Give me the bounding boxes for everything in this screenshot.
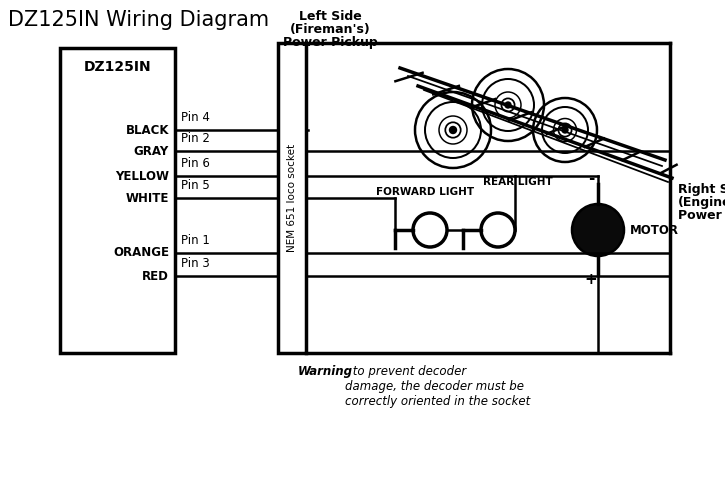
Text: Right S: Right S <box>678 183 725 196</box>
Text: Power |: Power | <box>678 209 725 222</box>
Text: Pin 1: Pin 1 <box>181 234 210 247</box>
Circle shape <box>450 126 457 133</box>
Text: ORANGE: ORANGE <box>113 247 169 259</box>
Text: Pin 2: Pin 2 <box>181 132 210 145</box>
Text: REAR LIGHT: REAR LIGHT <box>483 177 553 187</box>
Text: WHITE: WHITE <box>125 192 169 205</box>
Text: Left Side: Left Side <box>299 10 361 23</box>
Text: DZ125IN: DZ125IN <box>83 60 152 74</box>
Text: Warning: Warning <box>298 365 353 378</box>
Text: YELLOW: YELLOW <box>115 169 169 182</box>
Text: (Engine: (Engine <box>678 196 725 209</box>
Text: (Fireman's): (Fireman's) <box>289 23 370 36</box>
Text: Pin 5: Pin 5 <box>181 179 210 192</box>
Circle shape <box>562 127 568 133</box>
Text: NEM 651 loco socket: NEM 651 loco socket <box>287 144 297 252</box>
Text: Pin 4: Pin 4 <box>181 111 210 124</box>
Text: : to prevent decoder
damage, the decoder must be
correctly oriented in the socke: : to prevent decoder damage, the decoder… <box>345 365 530 408</box>
Circle shape <box>572 204 624 256</box>
Circle shape <box>505 102 511 108</box>
Bar <box>278 43 306 353</box>
Text: RED: RED <box>142 269 169 282</box>
Text: BLACK: BLACK <box>125 124 169 136</box>
Text: MOTOR: MOTOR <box>630 224 679 237</box>
Text: Power Pickup: Power Pickup <box>283 36 378 49</box>
Text: DZ125IN Wiring Diagram: DZ125IN Wiring Diagram <box>8 10 269 30</box>
Text: Pin 6: Pin 6 <box>181 157 210 170</box>
Text: +: + <box>584 272 597 287</box>
Text: -: - <box>588 171 594 186</box>
Text: FORWARD LIGHT: FORWARD LIGHT <box>376 187 474 197</box>
Text: Pin 3: Pin 3 <box>181 257 210 270</box>
Text: GRAY: GRAY <box>133 144 169 157</box>
Bar <box>60 48 175 353</box>
